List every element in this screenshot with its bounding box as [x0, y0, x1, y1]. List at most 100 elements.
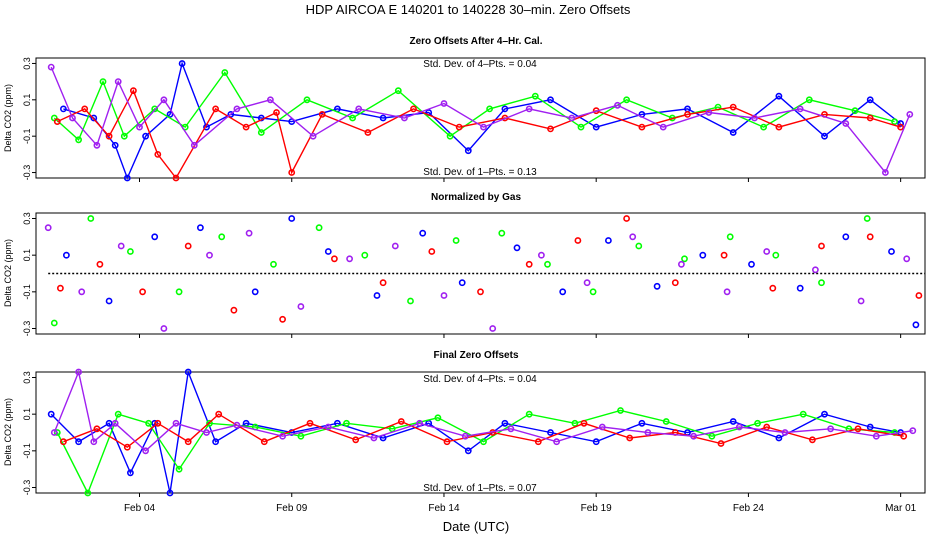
panel-3-x-ticks [139, 493, 902, 497]
data-point-gas4 [203, 429, 210, 436]
panel-2-marks [44, 215, 925, 332]
data-point-gas2 [297, 432, 305, 440]
data-point-gas4 [93, 141, 101, 149]
data-point-gas1 [111, 141, 119, 149]
data-point-gas1 [775, 434, 783, 442]
data-point-gas1 [126, 469, 134, 477]
panel-3-ylabel: Delta CO2 (ppm) [3, 398, 13, 466]
data-point-gas2 [799, 410, 807, 418]
panel-2-y-axis: -0.3 -0.1 0.1 0.3 [22, 212, 36, 336]
data-point-gas2 [84, 489, 92, 497]
data-point-gas4 [678, 260, 685, 268]
x-tick-label: Feb 14 [428, 503, 460, 514]
data-point-gas2 [623, 96, 630, 104]
data-point-gas2 [577, 123, 585, 131]
data-point-gas3 [93, 425, 101, 433]
data-point-gas4 [44, 224, 52, 232]
data-point-gas3 [671, 279, 679, 287]
data-point-gas2 [343, 419, 350, 427]
data-point-gas4 [598, 423, 606, 431]
data-point-gas2 [218, 233, 226, 241]
data-point-gas4 [206, 251, 213, 259]
y-tick-label: -0.3 [22, 321, 32, 337]
series-line-gas2 [56, 409, 895, 495]
data-point-gas4 [47, 63, 55, 71]
data-point-gas3 [154, 419, 162, 427]
data-point-gas2 [480, 438, 487, 446]
panel-3-annotation-bottom: Std. Dev. of 1–Pts. = 0.07 [423, 483, 537, 494]
data-point-gas2 [531, 92, 539, 100]
data-point-gas4 [525, 105, 533, 113]
data-point-gas1 [60, 105, 67, 113]
data-point-gas2 [50, 319, 58, 327]
data-point-gas1 [775, 92, 783, 100]
data-point-gas4 [114, 78, 122, 85]
data-point-gas2 [446, 132, 454, 140]
data-point-gas4 [763, 248, 771, 255]
data-point-gas2 [270, 260, 277, 268]
data-point-gas3 [525, 260, 533, 268]
data-point-gas4 [796, 105, 804, 113]
panel-1-x-ticks [139, 178, 902, 182]
panel-2-ylabel: Delta CO2 (ppm) [3, 239, 13, 307]
data-point-gas4 [111, 419, 119, 427]
data-point-gas3 [60, 438, 67, 446]
data-point-gas1 [373, 292, 381, 299]
data-point-gas2 [805, 96, 813, 104]
data-point-gas4 [50, 429, 58, 436]
data-point-gas3 [184, 438, 192, 446]
data-point-gas1 [196, 224, 204, 232]
data-point-gas1 [729, 129, 737, 136]
data-point-gas1 [897, 120, 904, 127]
data-point-gas2 [349, 114, 356, 122]
y-tick-label: -0.3 [22, 480, 32, 496]
data-point-gas1 [748, 260, 755, 268]
data-point-gas1 [729, 418, 737, 425]
data-point-gas3 [273, 109, 280, 116]
panel-3-frame [35, 371, 926, 494]
panel-1-marks [47, 60, 914, 182]
data-point-gas2 [394, 87, 402, 95]
data-point-gas1 [501, 105, 509, 113]
data-point-gas4 [629, 233, 637, 241]
data-point-gas2 [206, 419, 213, 427]
data-point-gas3 [729, 103, 737, 111]
data-point-gas1 [75, 438, 82, 446]
data-point-gas3 [818, 242, 825, 250]
data-point-gas2 [145, 419, 152, 427]
data-point-gas4 [400, 114, 408, 122]
data-point-gas3 [379, 279, 387, 287]
x-tick-label: Feb 19 [581, 503, 613, 514]
data-point-gas4 [160, 96, 168, 104]
data-point-gas3 [105, 132, 113, 140]
data-point-gas2 [635, 242, 643, 250]
data-point-gas3 [123, 443, 131, 451]
data-point-gas2 [87, 215, 95, 222]
data-point-gas2 [681, 255, 688, 263]
data-point-gas2 [851, 107, 859, 115]
data-point-gas3 [900, 432, 908, 440]
data-point-gas1 [212, 438, 219, 446]
data-point-gas4 [190, 141, 198, 149]
data-point-gas3 [215, 410, 223, 418]
data-point-gas1 [547, 429, 554, 436]
data-point-gas1 [288, 429, 296, 436]
data-point-gas1 [638, 419, 646, 427]
data-point-gas4 [117, 242, 125, 250]
data-point-gas4 [279, 432, 286, 440]
data-point-gas1 [464, 447, 472, 455]
data-point-gas4 [882, 169, 889, 176]
data-point-gas4 [440, 292, 448, 299]
data-point-gas2 [75, 136, 82, 144]
data-point-gas3 [684, 111, 691, 118]
data-point-gas2 [120, 132, 128, 140]
data-point-gas1 [653, 282, 661, 290]
data-point-gas2 [452, 237, 460, 244]
data-point-gas1 [90, 114, 98, 122]
data-point-gas4 [827, 425, 834, 433]
panel-3-annotation-top: Std. Dev. of 4–Pts. = 0.04 [423, 374, 537, 385]
data-point-gas1 [699, 251, 707, 259]
data-point-gas3 [352, 436, 360, 444]
data-point-gas1 [821, 132, 828, 140]
